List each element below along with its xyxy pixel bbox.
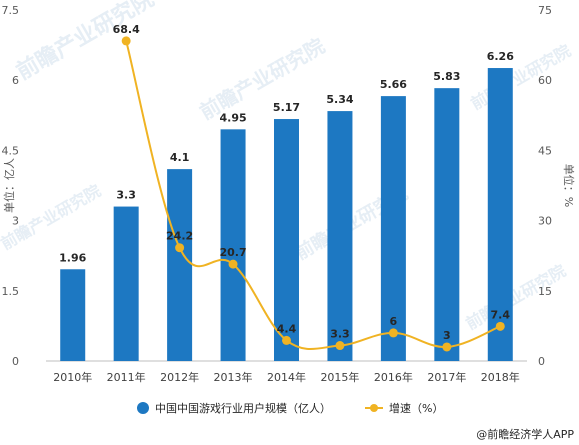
bar-value-label-4: 5.17 — [273, 101, 300, 114]
line-point-2 — [175, 243, 185, 253]
x-tick-label-2: 2012年 — [160, 370, 199, 384]
bar-value-label-5: 5.34 — [326, 93, 353, 106]
line-point-6 — [388, 328, 398, 338]
bar-8 — [487, 68, 513, 362]
line-value-label-6: 6 — [390, 315, 398, 328]
bar-value-label-6: 5.66 — [380, 78, 407, 91]
line-value-label-2: 24.2 — [166, 230, 193, 243]
y-right-tick-label-1: 15 — [538, 285, 552, 298]
line-value-label-3: 20.7 — [219, 246, 246, 259]
bar-0 — [60, 269, 86, 361]
bar-5 — [327, 111, 353, 361]
labels-layer: 1.96 3.3 4.1 4.95 5.17 5.34 5.66 5.83 6.26 68.4 24… — [59, 23, 574, 441]
bar-value-label-7: 5.83 — [433, 70, 460, 83]
bar-value-label-3: 4.95 — [219, 111, 246, 124]
x-tick-label-8: 2018年 — [481, 370, 520, 384]
watermark-text-4: 前瞻产业研究院 — [463, 261, 570, 333]
source-label: @前瞻经济学人APP — [476, 427, 574, 441]
y-right-tick-label-5: 75 — [538, 4, 552, 17]
y-left-axis-title: 单位：亿人 — [2, 158, 16, 213]
legend-bar-swatch — [137, 402, 149, 414]
bar-4 — [274, 119, 299, 361]
x-tick-label-7: 2017年 — [427, 370, 466, 384]
watermark-text-1: 前瞻产业研究院 — [196, 34, 329, 125]
y-left-tick-label-2: 3 — [12, 215, 19, 228]
y-right-tick-label-3: 45 — [538, 144, 552, 157]
watermark-text-0: 前瞻产业研究院 — [12, 0, 158, 85]
watermark-text-5: 前瞻产业研究院 — [468, 41, 575, 113]
bar-2 — [167, 169, 193, 361]
legend-bar-label[interactable]: 中国中国游戏行业用户规模（亿人） — [155, 401, 331, 415]
bar-value-label-1: 3.3 — [116, 189, 136, 202]
x-tick-label-1: 2011年 — [107, 370, 146, 384]
y-right-axis-title: 单位：% — [562, 164, 576, 207]
bar-value-label-8: 6.26 — [487, 50, 514, 63]
bar-7 — [434, 88, 460, 361]
legend-layer[interactable]: 中国中国游戏行业用户规模（亿人） 增速（%） — [137, 401, 443, 415]
line-value-label-4: 4.4 — [277, 322, 297, 335]
y-left-tick-label-0: 0 — [12, 355, 19, 368]
x-tick-label-4: 2014年 — [267, 370, 306, 384]
line-value-label-7: 3 — [443, 329, 451, 342]
y-right-tick-label-4: 60 — [538, 74, 552, 87]
y-left-tick-label-1: 1.5 — [2, 285, 20, 298]
legend-line-label[interactable]: 增速（%） — [389, 401, 443, 415]
line-point-4 — [282, 335, 291, 345]
x-tick-label-0: 2010年 — [53, 370, 92, 384]
line-point-3 — [228, 259, 238, 269]
line-point-7 — [442, 342, 452, 352]
y-right-tick-label-0: 0 — [538, 355, 545, 368]
line-point-5 — [335, 341, 345, 351]
line-value-label-1: 68.4 — [113, 23, 140, 36]
bar-value-label-0: 1.96 — [59, 251, 86, 264]
bar-1 — [113, 206, 139, 361]
line-value-label-8: 7.4 — [491, 308, 511, 321]
y-left-tick-label-4: 6 — [12, 74, 19, 87]
y-left-tick-label-3: 4.5 — [2, 144, 20, 157]
bar-value-label-2: 4.1 — [170, 151, 190, 164]
line-point-1 — [121, 36, 131, 46]
x-tick-label-5: 2015年 — [320, 370, 359, 384]
bar-6 — [380, 96, 406, 361]
line-point-8 — [495, 321, 505, 331]
legend-line-swatch-dot — [370, 404, 378, 412]
y-left-tick-label-5: 7.5 — [2, 4, 20, 17]
x-tick-label-6: 2016年 — [374, 370, 413, 384]
line-value-label-5: 3.3 — [330, 328, 350, 341]
line-layer — [121, 36, 505, 352]
x-tick-label-3: 2013年 — [214, 370, 253, 384]
bar-3 — [220, 129, 246, 361]
bars-layer — [60, 68, 513, 362]
y-right-tick-label-2: 30 — [538, 215, 552, 228]
